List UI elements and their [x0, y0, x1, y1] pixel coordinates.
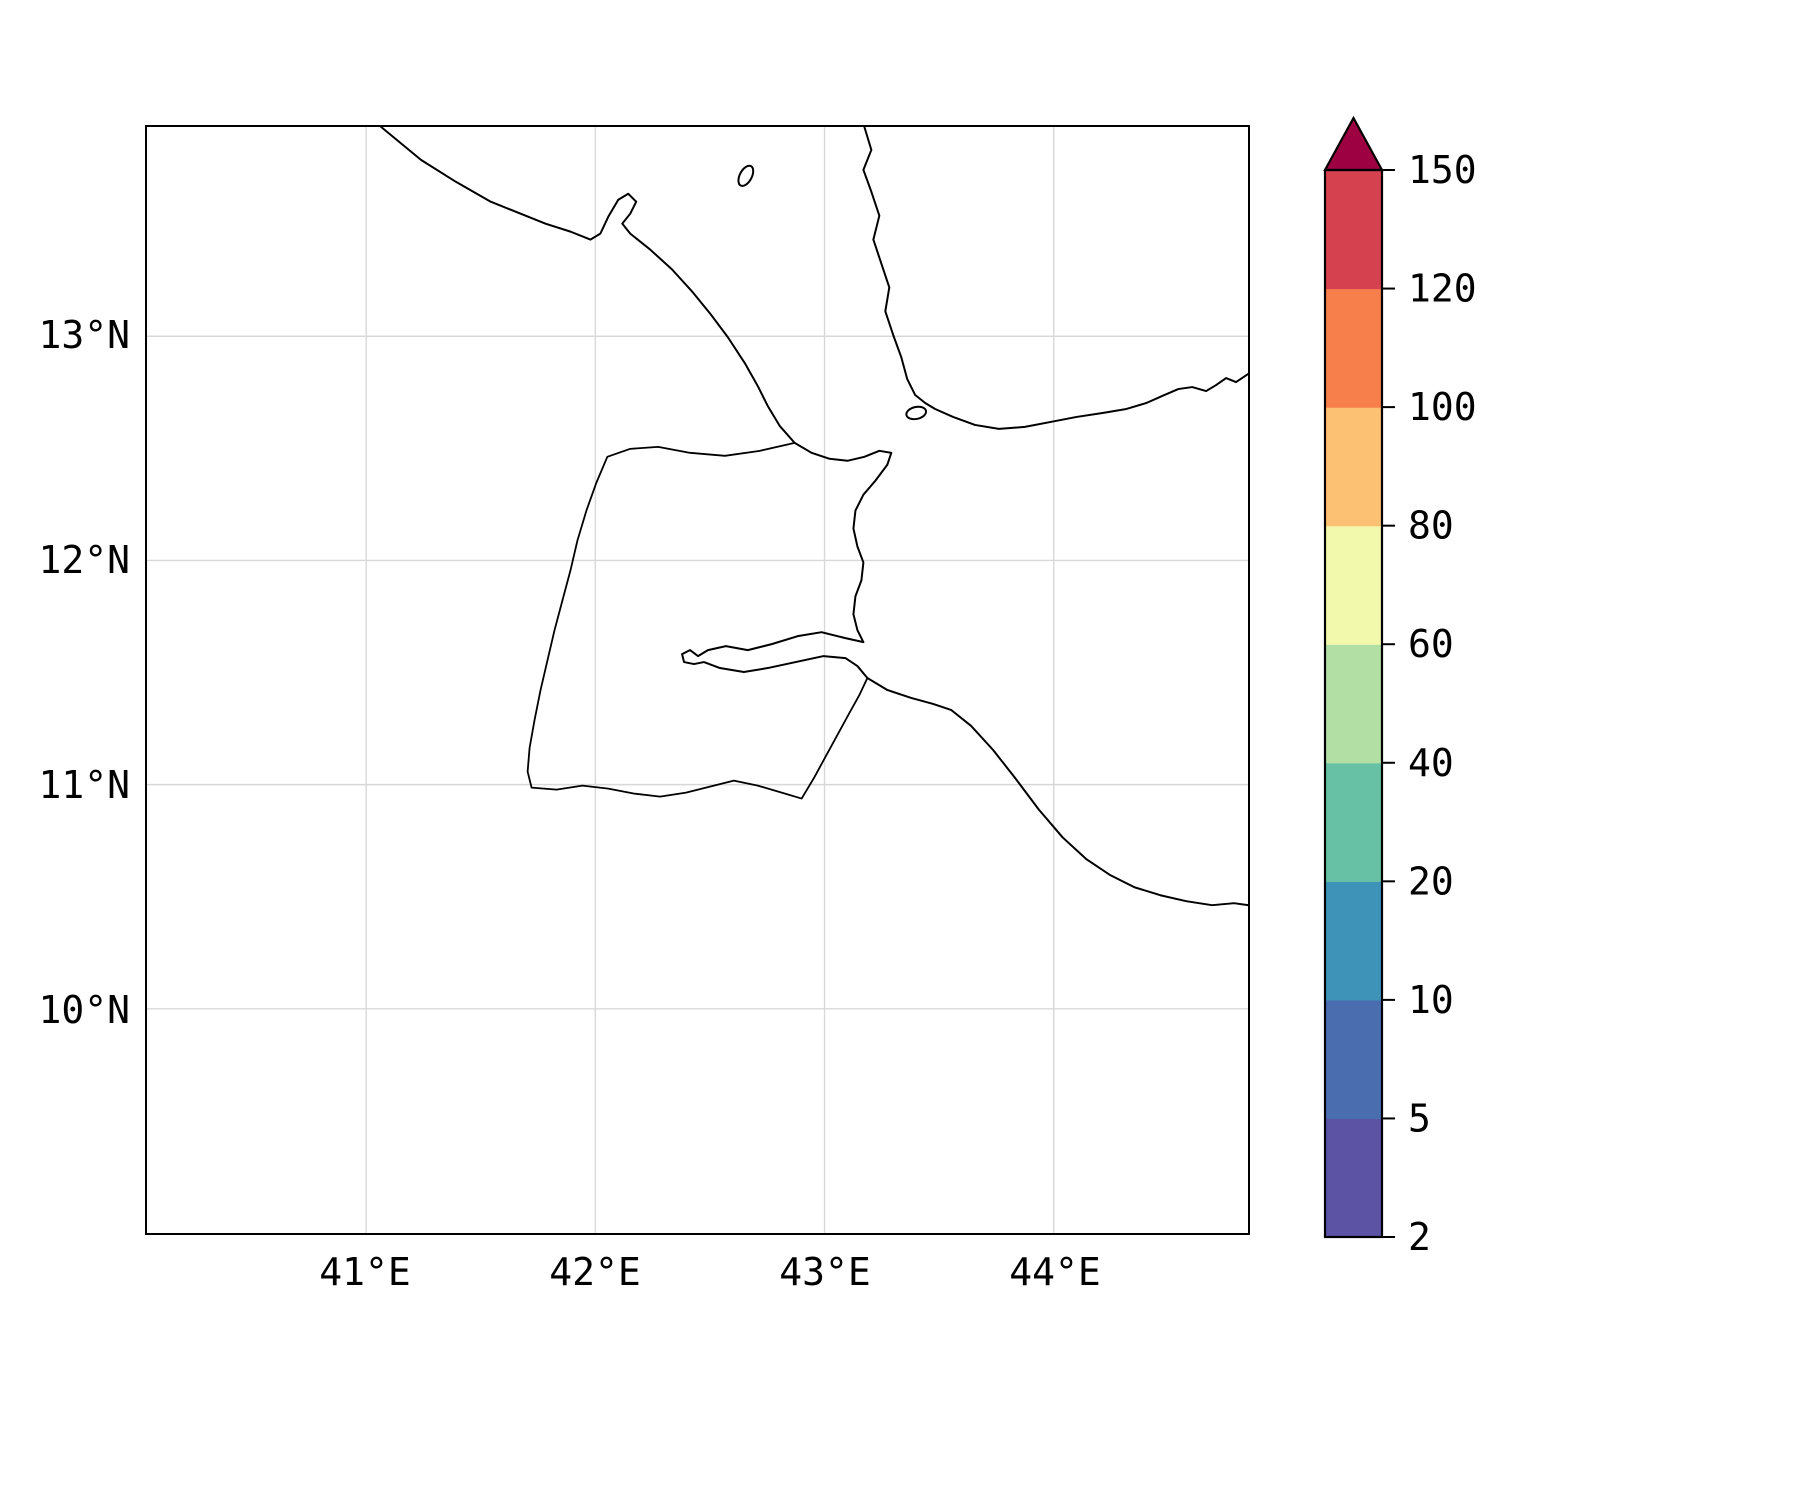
coastline-arabia: [862, 127, 1248, 430]
colorbar-tick-label: 80: [1408, 504, 1454, 548]
colorbar-tick-label: 120: [1408, 267, 1477, 311]
colorbar-tick-label: 2: [1408, 1215, 1431, 1259]
island-perim: [905, 405, 928, 421]
colorbar-segment: [1325, 644, 1382, 764]
colorbar-tick-label: 100: [1408, 385, 1477, 429]
colorbar-segment: [1325, 525, 1382, 645]
lon-tick-43E: 43°E: [779, 1250, 871, 1294]
colorbar-segment: [1325, 170, 1382, 290]
colorbar-tick-label: 150: [1408, 148, 1477, 192]
colorbar-tick-label: 20: [1408, 859, 1454, 903]
map-axes: [145, 125, 1250, 1235]
colorbar-tick-label: 60: [1408, 622, 1454, 666]
country-border: [526, 441, 869, 800]
lon-tick-44E: 44°E: [1009, 1250, 1101, 1294]
colorbar-extend-arrow: [1323, 115, 1384, 172]
lat-tick-13N: 13°N: [38, 313, 130, 357]
coastline-africa: [380, 127, 1248, 907]
island-red-sea: [737, 164, 755, 187]
colorbar-tick-label: 5: [1408, 1096, 1431, 1140]
colorbar-tick-label: 10: [1408, 978, 1454, 1022]
colorbar-frame: [1323, 168, 1384, 1239]
colorbar-segment: [1325, 999, 1382, 1120]
colorbar-segment: [1325, 762, 1382, 882]
lat-tick-10N: 10°N: [38, 988, 130, 1032]
graticule: [147, 127, 1248, 1233]
colorbar-segment: [1325, 288, 1382, 408]
lat-tick-11N: 11°N: [38, 763, 130, 807]
lon-tick-42E: 42°E: [549, 1250, 641, 1294]
lat-tick-12N: 12°N: [38, 538, 130, 582]
colorbar-segment: [1325, 881, 1382, 1001]
map-canvas: [147, 127, 1248, 1233]
lon-tick-41E: 41°E: [319, 1250, 411, 1294]
colorbar-tick-label: 40: [1408, 741, 1454, 785]
colorbar-segment: [1325, 1118, 1382, 1238]
colorbar-segments: 150 120 100 80 60 40 20 10 5 2: [1325, 148, 1477, 1259]
colorbar-segment: [1325, 407, 1382, 527]
colorbar: 150 120 100 80 60 40 20 10 5 2: [1323, 115, 1477, 1259]
